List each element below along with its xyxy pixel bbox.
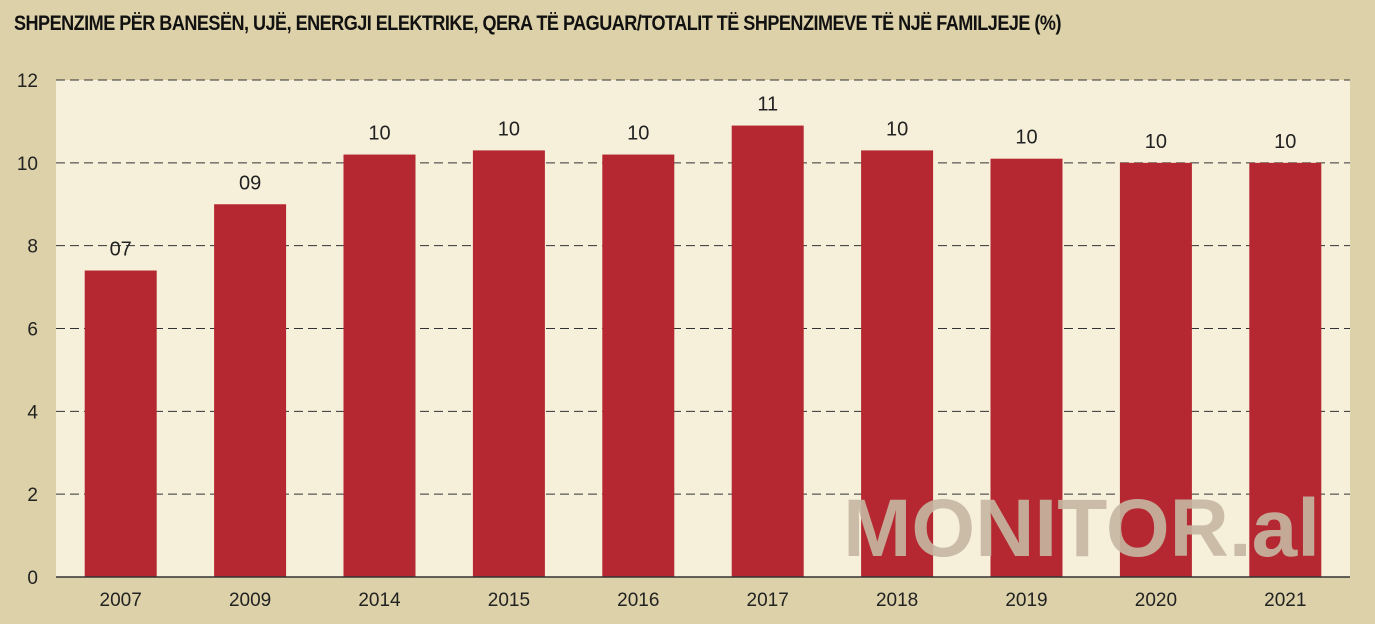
data-label-2015: 10 <box>498 118 520 140</box>
y-tick-label: 12 <box>17 71 38 92</box>
data-label-2019: 10 <box>1015 127 1037 149</box>
bar-2019 <box>990 158 1063 578</box>
x-tick-label: 2007 <box>100 590 142 611</box>
data-label-2021: 10 <box>1274 131 1296 153</box>
x-axis: 2007 2009 2014 2015 2016 2017 2018 2019 2020 2021 <box>56 576 1350 611</box>
x-tick-label: 2018 <box>876 590 918 611</box>
bar-2020 <box>1119 162 1192 578</box>
bar-2016 <box>602 154 675 578</box>
y-tick-label: 8 <box>27 237 38 258</box>
x-tick-label: 2016 <box>617 590 659 611</box>
bar-2018 <box>861 150 934 578</box>
bar-2009 <box>214 204 287 577</box>
y-tick-label: 2 <box>27 485 38 506</box>
watermark: MONITOR.al <box>843 483 1320 574</box>
data-label-2014: 10 <box>368 123 390 145</box>
bar-2014 <box>343 154 416 578</box>
x-tick-label: 2017 <box>747 590 789 611</box>
y-tick-label: 6 <box>27 320 38 341</box>
data-labels: 07 09 10 10 10 11 10 10 10 10 <box>110 94 1297 261</box>
chart-title: SHPENZIME PËR BANESËN, UJË, ENERGJI ELEK… <box>14 12 1061 35</box>
data-label-2017: 11 <box>757 94 778 116</box>
data-label-2020: 10 <box>1145 131 1167 153</box>
bar-2017 <box>731 125 804 577</box>
data-label-2018: 10 <box>886 118 908 140</box>
bar-2015 <box>472 150 545 578</box>
x-tick-label: 2009 <box>229 590 271 611</box>
bar-2007 <box>84 270 157 577</box>
x-tick-label: 2019 <box>1005 590 1047 611</box>
data-label-2007: 07 <box>110 239 132 261</box>
y-tick-label: 0 <box>27 568 38 589</box>
x-tick-label: 2021 <box>1264 590 1306 611</box>
data-label-2016: 10 <box>627 123 649 145</box>
x-tick-label: 2020 <box>1135 590 1177 611</box>
bar-2021 <box>1249 162 1322 578</box>
bars <box>84 125 1322 578</box>
y-tick-label: 10 <box>17 154 38 175</box>
data-label-2009: 09 <box>239 172 261 194</box>
y-tick-label: 4 <box>27 402 38 423</box>
x-tick-label: 2015 <box>488 590 530 611</box>
x-tick-label: 2014 <box>358 590 401 611</box>
y-axis: 0 2 4 6 8 10 12 <box>17 71 39 589</box>
